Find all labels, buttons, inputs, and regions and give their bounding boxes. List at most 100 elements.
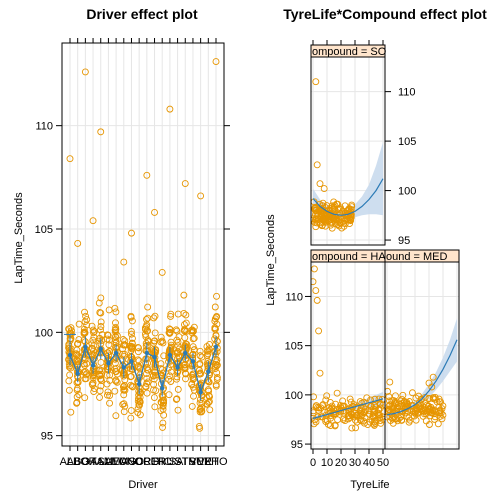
data-point: [112, 308, 120, 316]
outlier-point: [158, 268, 166, 276]
strip-label: ompound = HA: [312, 251, 386, 263]
x-tick-label: OCO: [134, 456, 160, 468]
data-point: [143, 389, 151, 397]
data-point: [348, 424, 356, 432]
data-point: [67, 408, 75, 416]
right-x-axis-label: TyreLife: [350, 479, 389, 491]
data-point: [431, 415, 438, 423]
data-point: [412, 416, 420, 424]
data-point: [89, 336, 97, 344]
data-point: [75, 391, 83, 399]
fit-point: [167, 352, 173, 358]
data-point: [127, 372, 135, 380]
data-point: [127, 328, 135, 335]
outlier-point: [181, 180, 189, 187]
data-point: [90, 329, 98, 337]
data-point: [174, 385, 182, 393]
data-point: [204, 350, 212, 358]
outlier-point: [316, 369, 324, 377]
data-point: [313, 215, 321, 223]
fit-point: [90, 363, 96, 368]
x-tick-label: GAS: [81, 456, 104, 468]
data-point: [213, 292, 220, 300]
outlier-point: [66, 155, 74, 163]
driver-points: [65, 58, 221, 432]
data-point: [189, 343, 197, 351]
data-point: [165, 391, 173, 399]
strip-background: [310, 44, 386, 58]
data-point: [188, 326, 196, 334]
data-point: [331, 422, 339, 430]
data-point: [312, 207, 320, 214]
data-point: [361, 413, 369, 421]
data-point: [89, 326, 97, 334]
data-point: [198, 404, 206, 411]
data-point: [213, 361, 221, 369]
data-point: [81, 308, 88, 316]
data-point: [144, 314, 152, 322]
data-point: [151, 312, 159, 320]
y-tick-label: 110: [398, 87, 416, 99]
data-point: [136, 411, 144, 419]
data-point: [437, 398, 445, 406]
data-point: [106, 399, 114, 407]
outlier-point: [386, 378, 394, 386]
data-point: [417, 395, 425, 403]
outlier-point: [315, 327, 323, 335]
data-point: [143, 315, 150, 323]
data-point: [152, 387, 160, 394]
data-point: [188, 371, 196, 379]
y-tick-label: 95: [291, 439, 303, 451]
data-point: [312, 223, 320, 231]
data-point: [119, 400, 127, 408]
data-point: [95, 299, 103, 307]
data-point: [119, 336, 127, 343]
data-point: [104, 391, 111, 399]
y-tick-label: 110: [285, 291, 303, 303]
data-point: [150, 375, 158, 383]
data-point: [328, 219, 336, 227]
data-point: [367, 396, 375, 404]
data-point: [134, 405, 142, 413]
data-point: [311, 416, 319, 424]
data-point: [128, 330, 135, 338]
data-point: [196, 405, 204, 413]
data-point: [150, 394, 158, 401]
data-point: [73, 379, 81, 387]
data-point: [134, 397, 142, 405]
compound-panel: ompound = HA: [310, 249, 386, 450]
data-point: [144, 303, 152, 311]
data-point: [167, 310, 175, 318]
data-point: [174, 406, 182, 414]
data-point: [134, 343, 142, 351]
data-point: [377, 404, 384, 412]
data-point: [205, 387, 213, 395]
data-point: [73, 393, 81, 401]
data-point: [205, 378, 213, 386]
compound-panel: ompound = SO: [310, 44, 387, 246]
data-point: [212, 382, 220, 390]
data-point: [330, 212, 338, 219]
data-point: [204, 347, 212, 355]
fit-line: [312, 178, 384, 216]
plot-frame: [61, 42, 225, 447]
data-point: [180, 309, 188, 317]
x-tick-label: ALB: [60, 456, 81, 468]
data-point: [159, 423, 166, 431]
left-chart-title: Driver effect plot: [86, 6, 198, 22]
data-point: [334, 416, 342, 424]
fit-point: [213, 344, 219, 349]
data-point: [81, 329, 89, 337]
data-point: [328, 202, 336, 210]
fit-point: [98, 346, 103, 352]
fit-point: [67, 352, 73, 358]
data-point: [67, 364, 75, 372]
data-point: [328, 224, 336, 232]
data-point: [346, 215, 354, 223]
data-point: [112, 377, 120, 385]
data-point: [385, 387, 391, 395]
data-point: [167, 343, 175, 351]
data-point: [144, 341, 152, 349]
data-point: [120, 408, 128, 416]
data-point: [358, 407, 366, 415]
